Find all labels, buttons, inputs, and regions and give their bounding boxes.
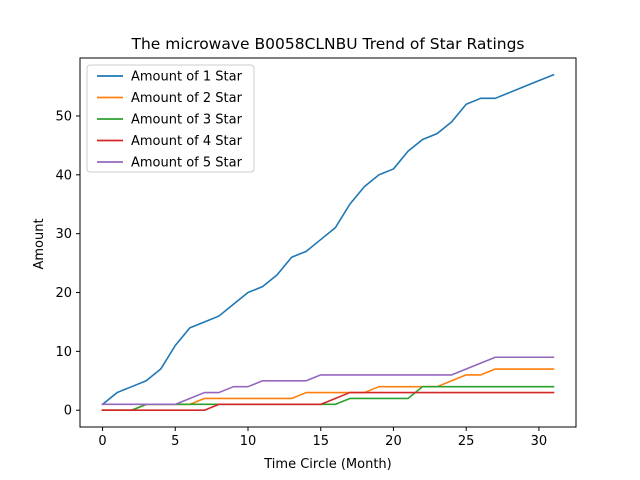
legend-box [86, 64, 255, 173]
y-tick-label: 0 [64, 404, 72, 419]
series-line-1-star [101, 73, 555, 406]
series-line-5-star [101, 356, 555, 406]
axes-frame [79, 57, 577, 428]
series-line-4-star [101, 391, 555, 412]
y-tick-label: 40 [55, 168, 72, 183]
series-line-3-star [101, 385, 555, 412]
legend-label-4-star: Amount of 4 Star [131, 134, 243, 149]
legend-label-2-star: Amount of 2 Star [131, 91, 243, 106]
legend: Amount of 1 Star Amount of 2 Star Amount o… [86, 64, 255, 173]
x-tick-label: 30 [531, 434, 548, 449]
y-tick-label: 30 [55, 227, 72, 242]
y-tick-label: 50 [55, 109, 72, 124]
chart-title: The microwave B0058CLNBU Trend of Star R… [130, 35, 524, 53]
legend-label-1-star: Amount of 1 Star [131, 70, 243, 85]
y-tick-label: 20 [55, 286, 72, 301]
x-axis-label: Time Circle (Month) [263, 457, 391, 472]
x-tick-label: 10 [240, 434, 257, 449]
x-tick-label: 5 [171, 434, 179, 449]
x-tick-label: 25 [458, 434, 475, 449]
legend-label-3-star: Amount of 3 Star [131, 113, 243, 128]
x-tick-label: 15 [312, 434, 329, 449]
y-axis-label: Amount [32, 218, 47, 269]
x-tick-label: 20 [385, 434, 402, 449]
legend-label-5-star: Amount of 5 Star [131, 156, 243, 171]
x-tick-label: 0 [98, 434, 106, 449]
y-tick-label: 10 [55, 345, 72, 360]
